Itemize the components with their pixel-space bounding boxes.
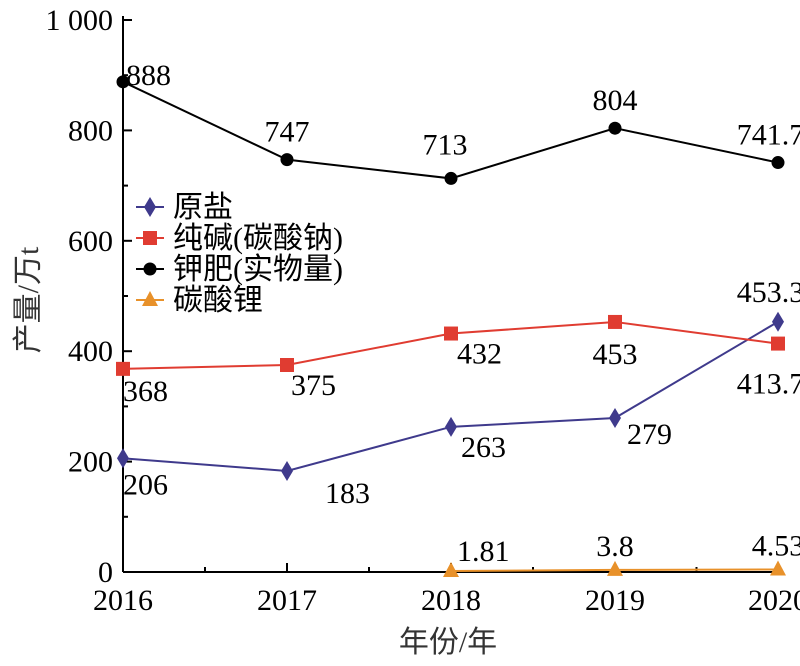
legend-label: 碳酸锂 xyxy=(173,284,263,317)
data-label-salt: 453.32 xyxy=(737,276,800,309)
data-label-soda: 453 xyxy=(593,338,638,371)
series-salt xyxy=(117,311,784,481)
data-point-salt xyxy=(609,407,621,428)
data-point-soda xyxy=(771,336,785,351)
data-point-soda xyxy=(116,361,130,376)
data-label-salt: 279 xyxy=(627,418,672,451)
series-lithium xyxy=(443,560,786,578)
y-tick-label: 1 000 xyxy=(46,4,114,37)
legend-label: 原盐 xyxy=(173,191,233,224)
data-point-soda xyxy=(280,358,294,372)
data-point-lithium xyxy=(443,562,459,578)
data-label-salt: 183 xyxy=(325,477,370,510)
x-tick-label: 2020 xyxy=(748,584,800,617)
legend-item-potash: 钾肥(实物量) xyxy=(136,253,343,286)
data-label-lithium: 1.81 xyxy=(457,535,510,568)
y-axis-title: 产量/万t xyxy=(12,246,45,353)
series-potash xyxy=(116,75,785,185)
series-line-salt xyxy=(122,320,779,472)
y-tick-label: 800 xyxy=(68,114,113,147)
y-tick-label: 400 xyxy=(68,335,113,368)
data-label-soda: 375 xyxy=(291,369,336,402)
axes: 产量/万t 年份/年 xyxy=(12,16,778,659)
data-label-lithium: 3.8 xyxy=(596,530,634,563)
data-label-salt: 263 xyxy=(461,431,506,464)
legend-label: 钾肥(实物量) xyxy=(173,253,343,286)
data-point-potash xyxy=(608,121,622,135)
legend-marker-soda xyxy=(143,231,157,245)
y-tick-label: 200 xyxy=(68,446,113,479)
data-label-soda: 413.79 xyxy=(737,368,800,401)
data-label-potash: 713 xyxy=(423,128,468,161)
data-point-salt xyxy=(445,416,457,437)
series xyxy=(116,75,786,578)
legend-marker-lithium xyxy=(142,291,158,306)
legend-marker-potash xyxy=(143,262,157,276)
legend-marker-salt xyxy=(144,197,156,217)
data-point-potash xyxy=(771,156,785,170)
legend-item-salt: 原盐 xyxy=(136,191,233,224)
data-label-soda: 432 xyxy=(457,338,502,371)
x-axis-title: 年份/年 xyxy=(399,626,497,659)
data-point-salt xyxy=(281,460,293,481)
data-point-lithium xyxy=(770,560,786,576)
data-label-potash: 804 xyxy=(593,84,638,117)
data-point-salt xyxy=(117,448,129,469)
y-tick-label: 600 xyxy=(68,225,113,258)
data-label-soda: 368 xyxy=(123,375,168,408)
legend-label: 纯碱(碳酸钠) xyxy=(173,222,343,255)
series-soda xyxy=(116,314,785,376)
data-label-potash: 747 xyxy=(265,116,310,149)
data-point-soda xyxy=(608,314,622,329)
data-label-potash: 888 xyxy=(126,59,171,92)
data-label-salt: 206 xyxy=(123,468,168,501)
ticks: 0 200 400 600 800 1 000 2016 2017 2018 2019 2020 xyxy=(46,4,800,617)
data-point-potash xyxy=(116,75,130,89)
y-tick-label: 0 xyxy=(98,556,113,589)
data-point-potash xyxy=(280,153,294,167)
data-point-salt xyxy=(772,311,784,332)
x-tick-label: 2018 xyxy=(421,584,481,617)
data-label-potash: 741.77 xyxy=(737,119,800,152)
data-label-lithium: 4.53 xyxy=(752,529,800,562)
data-labels: 206 183 263 279 453.32 368 375 432 453 413.79 888 7… xyxy=(123,59,800,568)
x-tick-label: 2019 xyxy=(585,584,645,617)
x-tick-label: 2016 xyxy=(93,584,153,617)
legend-item-soda: 纯碱(碳酸钠) xyxy=(136,222,343,255)
legend-item-lithium: 碳酸锂 xyxy=(136,284,263,317)
data-point-potash xyxy=(444,171,458,185)
data-point-soda xyxy=(444,326,458,341)
x-tick-label: 2017 xyxy=(257,584,317,617)
data-point-lithium xyxy=(607,560,623,576)
